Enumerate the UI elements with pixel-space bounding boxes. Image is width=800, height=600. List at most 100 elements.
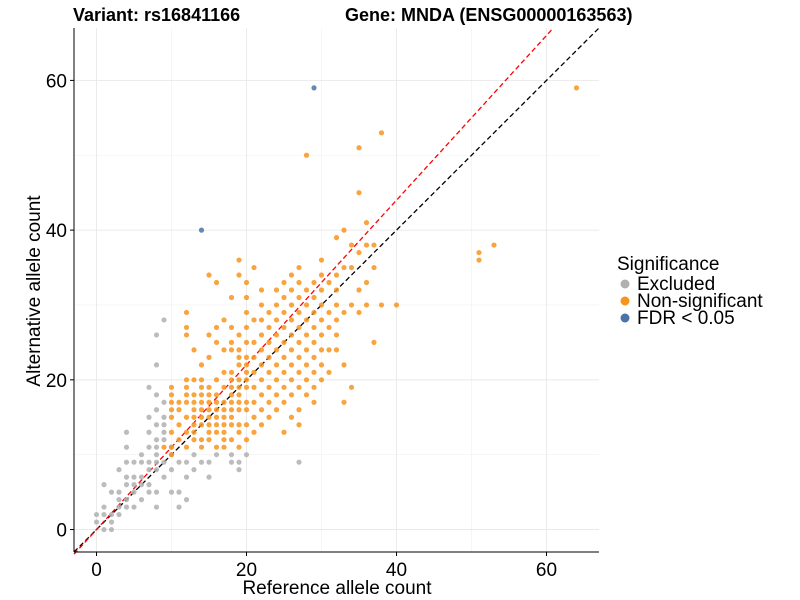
point-non-significant — [251, 264, 257, 271]
point-excluded — [131, 459, 137, 465]
point-non-significant — [341, 264, 347, 271]
point-non-significant — [288, 347, 295, 353]
point-excluded — [93, 519, 100, 525]
point-excluded — [108, 519, 115, 525]
point-excluded — [138, 459, 145, 465]
point-excluded — [198, 459, 205, 465]
point-excluded — [153, 437, 160, 443]
point-non-significant — [266, 309, 272, 316]
point-excluded — [161, 437, 167, 443]
point-non-significant — [318, 332, 325, 338]
point-non-significant — [273, 362, 280, 368]
point-non-significant — [296, 384, 302, 390]
point-excluded — [153, 392, 160, 398]
point-non-significant — [236, 399, 242, 405]
point-non-significant — [176, 399, 182, 405]
point-non-significant — [378, 130, 385, 136]
point-non-significant — [318, 302, 325, 308]
point-excluded — [101, 504, 107, 510]
point-excluded — [161, 459, 167, 465]
point-non-significant — [198, 384, 205, 390]
point-non-significant — [296, 279, 302, 286]
legend-swatch-fdr — [620, 313, 630, 323]
point-non-significant — [251, 384, 257, 390]
point-excluded — [101, 482, 107, 488]
point-excluded — [243, 452, 250, 458]
point-non-significant — [266, 369, 272, 375]
y-tick-label: 60 — [46, 71, 67, 92]
point-non-significant — [191, 414, 197, 420]
point-non-significant — [168, 414, 175, 420]
point-non-significant — [266, 414, 272, 420]
point-excluded — [153, 422, 160, 428]
point-excluded — [153, 504, 160, 510]
point-excluded — [153, 332, 160, 338]
x-tick-label: 60 — [536, 560, 557, 581]
point-non-significant — [288, 414, 295, 420]
point-non-significant — [191, 399, 197, 405]
point-non-significant — [333, 347, 340, 353]
point-non-significant — [161, 444, 167, 450]
point-non-significant — [363, 242, 370, 248]
point-excluded — [146, 384, 152, 390]
point-non-significant — [326, 324, 332, 331]
point-non-significant — [236, 377, 242, 383]
axis-ticks: 0 20 40 60 0 20 40 60 — [46, 71, 557, 581]
point-non-significant — [168, 407, 175, 413]
point-excluded — [146, 482, 152, 488]
point-non-significant — [326, 309, 332, 316]
point-non-significant — [356, 287, 362, 293]
point-excluded — [206, 459, 212, 465]
point-non-significant — [251, 317, 257, 323]
point-non-significant — [176, 437, 182, 443]
gridlines — [74, 28, 599, 552]
point-non-significant — [258, 287, 265, 293]
point-excluded — [146, 414, 152, 420]
point-non-significant — [243, 407, 250, 413]
x-tick-label: 20 — [236, 560, 257, 581]
point-non-significant — [348, 242, 355, 248]
point-non-significant — [476, 257, 482, 263]
point-excluded — [153, 452, 160, 458]
point-non-significant — [303, 347, 310, 353]
point-excluded — [176, 489, 182, 495]
point-non-significant — [206, 422, 212, 428]
point-non-significant — [236, 422, 242, 428]
point-excluded — [146, 467, 152, 473]
point-non-significant — [228, 324, 235, 331]
point-non-significant — [363, 279, 370, 286]
point-non-significant — [168, 429, 175, 435]
point-non-significant — [243, 362, 250, 368]
point-non-significant — [371, 339, 377, 345]
point-excluded — [146, 459, 152, 465]
point-non-significant — [288, 392, 295, 398]
point-excluded — [153, 362, 160, 368]
point-non-significant — [243, 354, 250, 360]
point-non-significant — [228, 414, 235, 420]
point-non-significant — [191, 437, 197, 443]
point-non-significant — [303, 392, 310, 398]
point-non-significant — [258, 347, 265, 353]
point-non-significant — [183, 429, 190, 435]
point-non-significant — [266, 339, 272, 345]
point-non-significant — [281, 309, 287, 316]
point-non-significant — [341, 399, 347, 405]
point-excluded — [146, 429, 152, 435]
point-non-significant — [221, 444, 227, 450]
point-non-significant — [213, 339, 220, 345]
x-axis-title: Reference allele count — [242, 578, 432, 599]
point-non-significant — [221, 347, 227, 353]
point-non-significant — [236, 392, 242, 398]
point-non-significant — [206, 437, 212, 443]
point-non-significant — [183, 414, 190, 420]
point-non-significant — [288, 317, 295, 323]
point-non-significant — [281, 294, 287, 301]
point-excluded — [138, 482, 145, 488]
point-non-significant — [191, 429, 197, 435]
point-non-significant — [311, 399, 317, 405]
point-non-significant — [326, 369, 332, 375]
point-non-significant — [281, 324, 287, 331]
point-non-significant — [236, 354, 242, 360]
point-excluded — [168, 489, 175, 495]
point-non-significant — [348, 384, 355, 390]
